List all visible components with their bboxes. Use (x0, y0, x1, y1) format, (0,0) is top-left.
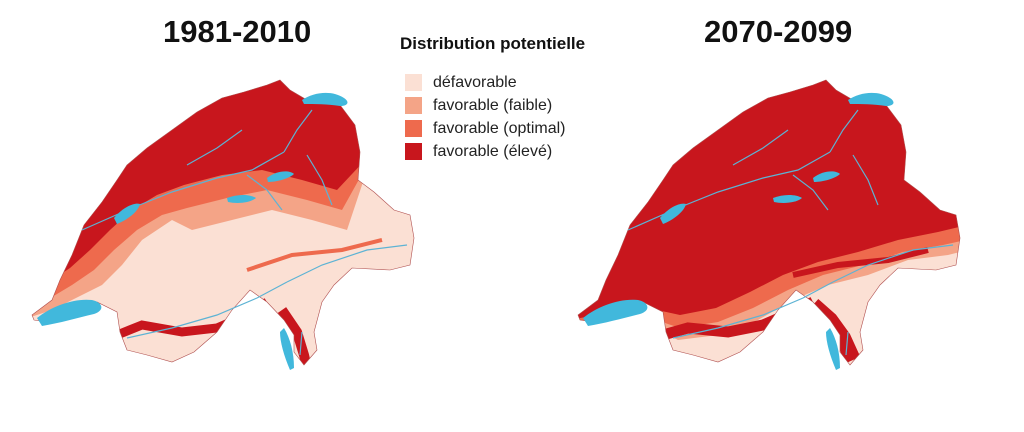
legend-label-defavorable: défavorable (433, 73, 517, 91)
lake-geneva (583, 299, 648, 326)
legend-title: Distribution potentielle (400, 34, 586, 53)
upper-valley-band (792, 247, 929, 278)
legend-item-favorable-optimal: favorable (optimal) (400, 117, 640, 140)
legend: Distribution potentielle défavorable fav… (400, 34, 640, 163)
map-2070-2099 (577, 79, 961, 370)
lake-maggiore (280, 328, 294, 370)
lakes (37, 92, 348, 370)
legend-item-favorable-faible: favorable (faible) (400, 94, 640, 117)
legend-swatch-favorable-optimal (405, 120, 422, 137)
lake-maggiore (826, 328, 840, 370)
legend-label-favorable-optimal: favorable (optimal) (433, 119, 566, 137)
lake-lucerne (267, 171, 294, 182)
zone-favorable-eleve (32, 80, 367, 295)
country-outline (31, 79, 415, 366)
lake-constance (848, 92, 894, 106)
legend-swatch-defavorable (405, 74, 422, 91)
upper-valley-band (246, 238, 383, 272)
lake-thun (227, 195, 256, 203)
legend-label-favorable-eleve: favorable (élevé) (433, 142, 553, 160)
lake-constance (302, 92, 348, 106)
legend-item-defavorable: défavorable (400, 71, 640, 94)
legend-swatch-favorable-faible (405, 97, 422, 114)
map-1981-2010 (31, 79, 415, 370)
legend-label-favorable-faible: favorable (faible) (433, 96, 553, 114)
lake-neuchatel (660, 203, 686, 224)
legend-swatch-favorable-eleve (405, 143, 422, 160)
lake-lucerne (813, 171, 840, 182)
lakes (583, 92, 894, 370)
lake-thun (773, 195, 802, 203)
period-title-1981-2010: 1981-2010 (163, 14, 312, 49)
country-outline (577, 79, 961, 366)
legend-item-favorable-eleve: favorable (élevé) (400, 140, 640, 163)
period-title-2070-2099: 2070-2099 (704, 14, 853, 49)
lake-geneva (37, 299, 102, 326)
lake-neuchatel (114, 203, 140, 224)
